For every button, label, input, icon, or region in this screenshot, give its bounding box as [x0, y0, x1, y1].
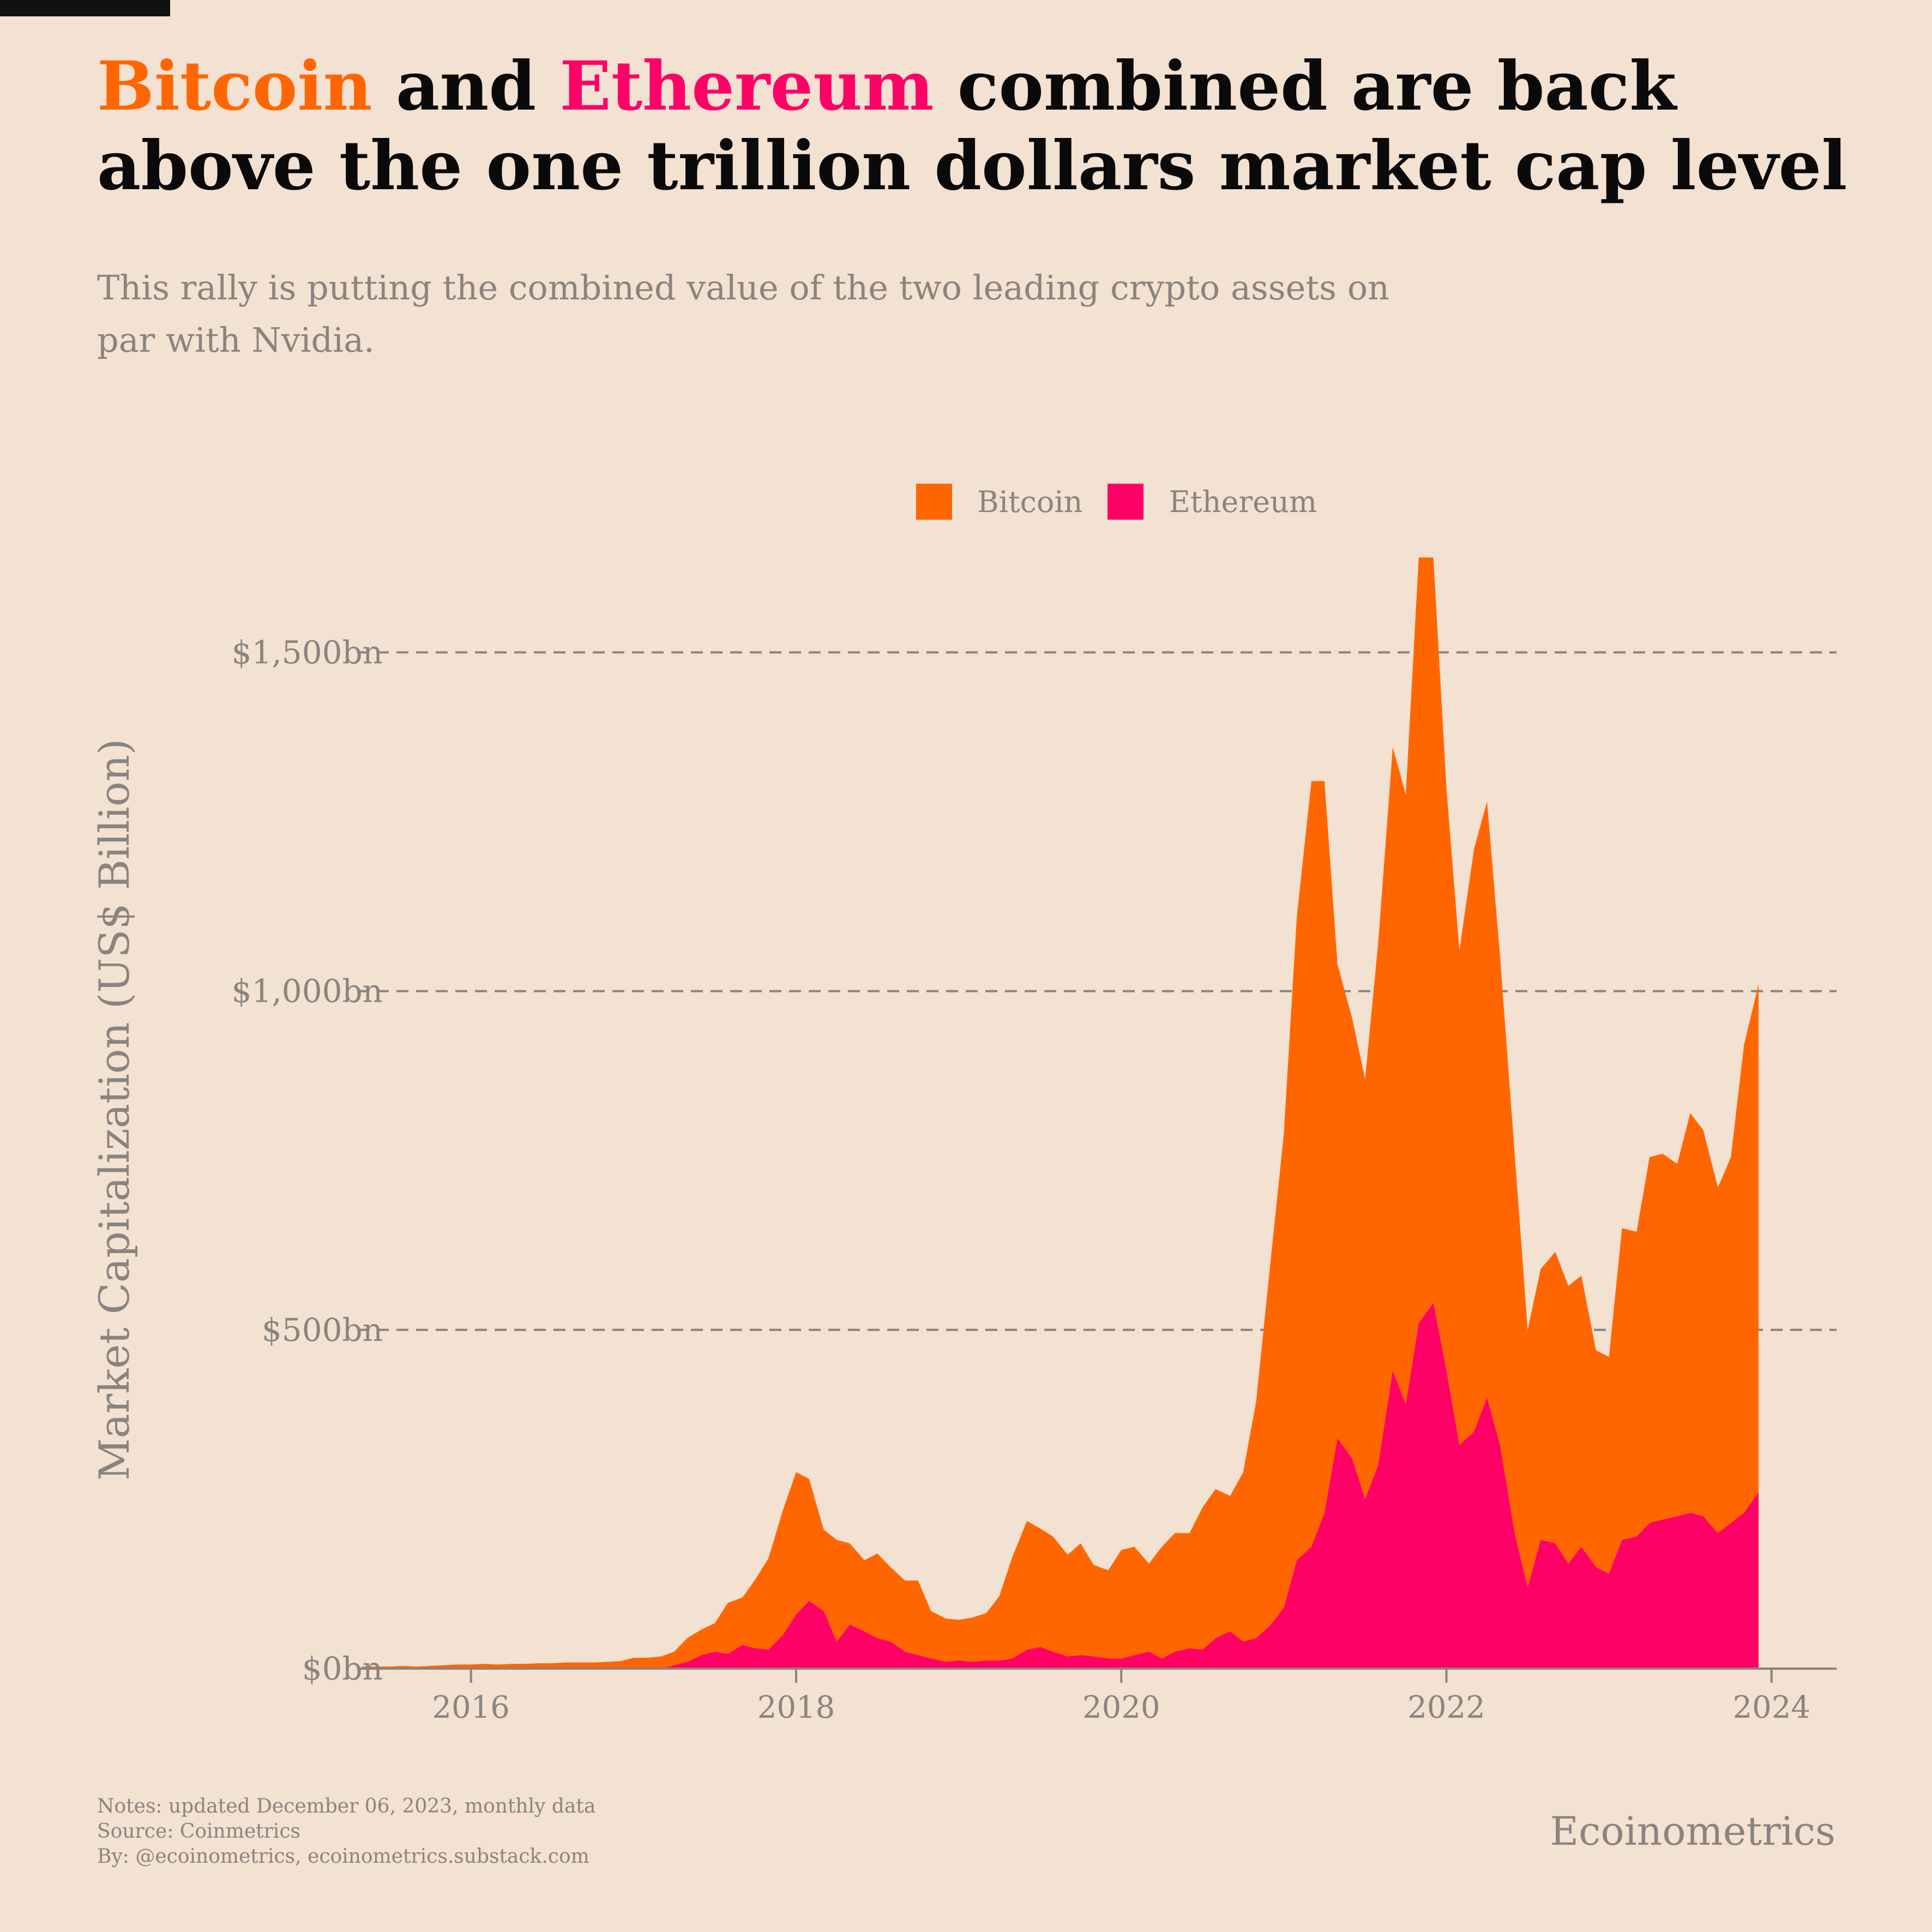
series-area-bitcoin: [362, 557, 1759, 1669]
title-rest: combined are back above the one trillion…: [97, 47, 1847, 206]
y-tick-label-500: $500bn: [262, 1311, 383, 1349]
notes: Notes: updated December 06, 2023, monthl…: [97, 1794, 595, 1869]
legend-item-bitcoin: Bitcoin: [916, 484, 1082, 520]
legend-swatch-ethereum: [1108, 484, 1144, 520]
title-connector: and: [372, 47, 560, 126]
y-tick-label-1500: $1,500bn: [232, 634, 383, 671]
legend-label-ethereum: Ethereum: [1169, 484, 1317, 519]
notes-updated: Notes: updated December 06, 2023, monthl…: [97, 1795, 596, 1817]
legend-swatch-bitcoin: [916, 484, 952, 520]
legend: Bitcoin Ethereum: [916, 480, 1342, 523]
brand-name: Ecoinometrics: [1550, 1808, 1835, 1854]
x-tick-label-2020: 2020: [1082, 1690, 1160, 1725]
title-ethereum-word: Ethereum: [559, 47, 934, 126]
notes-byline: By: @ecoinometrics, ecoinometrics.substa…: [97, 1845, 589, 1868]
top-accent-bar: [0, 0, 170, 16]
y-tick-label-1000: $1,000bn: [232, 973, 383, 1010]
x-tick-label-2016: 2016: [432, 1690, 510, 1725]
series-area-ethereum: [362, 1303, 1759, 1669]
chart-subtitle: This rally is putting the combined value…: [97, 268, 1389, 360]
notes-source: Source: Coinmetrics: [97, 1820, 300, 1843]
y-axis-label: Market Capitalization (US$ Billion): [90, 739, 139, 1481]
legend-item-ethereum: Ethereum: [1108, 484, 1317, 520]
legend-label-bitcoin: Bitcoin: [977, 484, 1083, 519]
x-tick-label-2018: 2018: [757, 1690, 835, 1725]
y-tick-label-0: $0bn: [302, 1650, 383, 1687]
chart-title: Bitcoin and Ethereum combined are back a…: [97, 47, 1897, 206]
x-tick-label-2022: 2022: [1407, 1690, 1485, 1725]
title-bitcoin-word: Bitcoin: [97, 47, 372, 126]
x-tick-label-2024: 2024: [1732, 1690, 1810, 1725]
